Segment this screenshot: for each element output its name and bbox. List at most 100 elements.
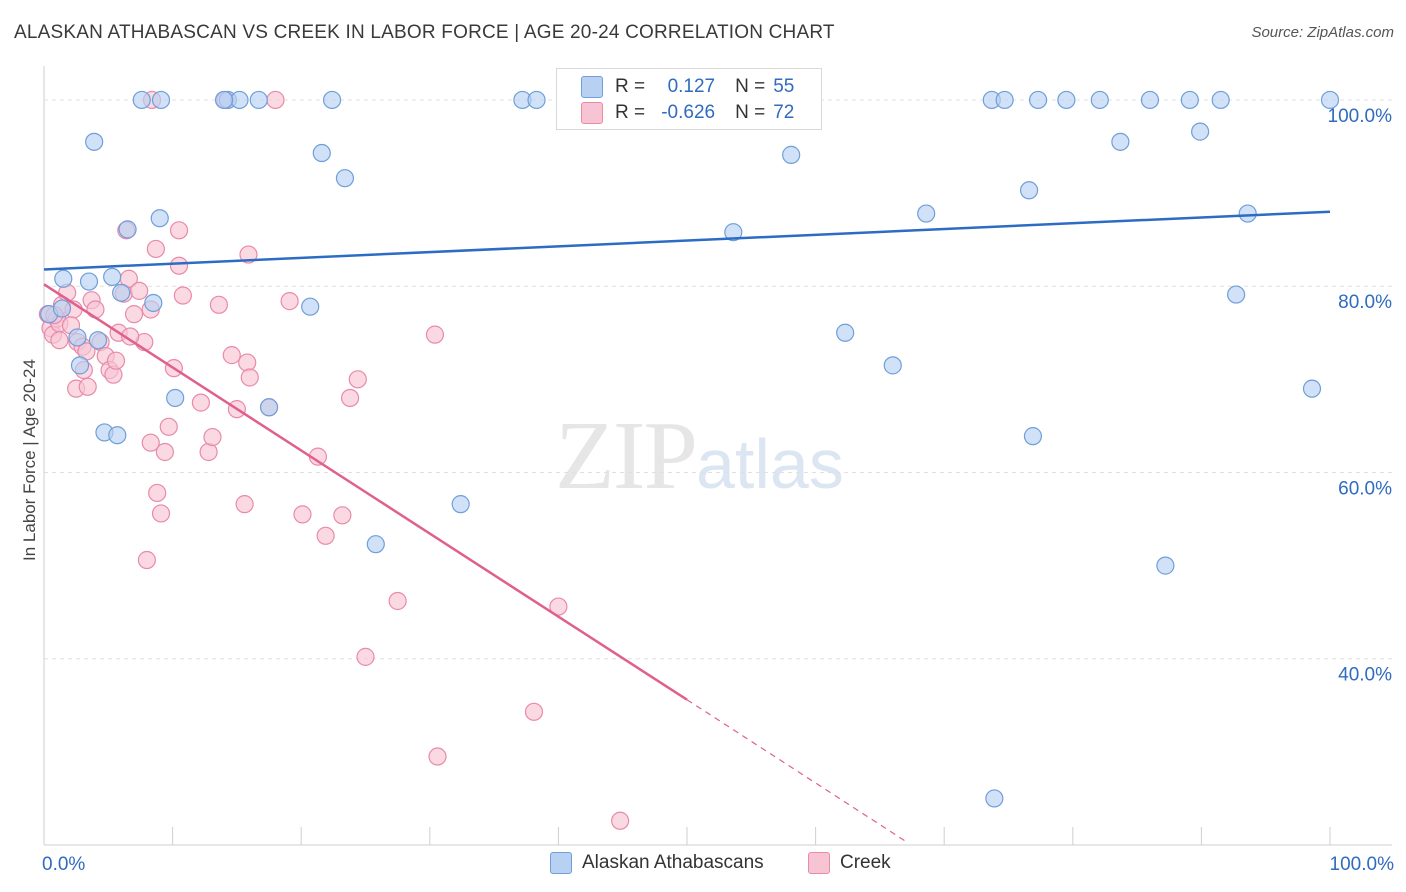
athabascan-point xyxy=(108,426,127,445)
athabascan-point xyxy=(366,535,385,554)
creek-point xyxy=(203,427,222,447)
athabascan-point xyxy=(1320,90,1340,110)
athabascan-point xyxy=(68,328,87,347)
athabascan-point xyxy=(1238,204,1257,223)
watermark-zip: ZIP xyxy=(555,402,698,510)
creek-point xyxy=(141,433,160,452)
creek-point xyxy=(124,305,144,324)
legend-label-athabascans: Alaskan Athabascans xyxy=(582,852,764,873)
legend-item-athabascans[interactable]: Alaskan Athabascans xyxy=(550,852,764,874)
creek-trend-line xyxy=(43,283,688,701)
creek-point xyxy=(238,353,257,372)
creek-point xyxy=(151,504,171,523)
chart-title: ALASKAN ATHABASCAN VS CREEK IN LABOR FOR… xyxy=(14,22,835,43)
creek-point xyxy=(388,591,407,611)
athabascan-point xyxy=(1227,285,1246,304)
athabascan-point xyxy=(88,331,108,350)
stats-n-label: N = xyxy=(735,76,766,97)
zipatlas-watermark: ZIPatlas xyxy=(555,400,844,512)
creek-point xyxy=(293,505,312,524)
creek-point xyxy=(169,256,189,275)
y-tick-label: 40.0% xyxy=(1338,665,1392,686)
creek-point xyxy=(316,526,335,545)
athabascan-point xyxy=(214,90,234,110)
creek-point xyxy=(239,245,258,264)
athabascan-point xyxy=(1057,90,1076,110)
athabascan-point xyxy=(1140,90,1160,110)
athabascan-point xyxy=(166,388,185,408)
creek-point xyxy=(549,597,568,616)
stats-row-athabascans: R = 0.127 N = 55 xyxy=(581,76,794,98)
creek-point xyxy=(209,295,228,314)
creek-point xyxy=(159,417,178,436)
creek-point xyxy=(121,327,140,346)
y-tick-label: 80.0% xyxy=(1338,292,1392,313)
athabascan-point xyxy=(451,495,470,514)
stats-swatch-pink xyxy=(581,102,603,124)
athabascan-point xyxy=(151,90,171,110)
stats-n-label: N = xyxy=(735,102,766,123)
legend-item-creek[interactable]: Creek xyxy=(808,852,891,874)
athabascan-point xyxy=(150,209,169,228)
athabascan-point xyxy=(85,132,104,151)
athabascan-trend-line xyxy=(43,210,1331,271)
athabascan-point xyxy=(883,356,902,375)
creek-point xyxy=(173,286,192,305)
athabascan-point xyxy=(836,323,855,342)
athabascan-point xyxy=(259,398,279,417)
athabascan-point xyxy=(782,145,801,164)
stats-row-creek: R = -0.626 N = 72 xyxy=(581,102,794,124)
athabascan-point xyxy=(118,220,137,239)
athabascan-point xyxy=(1156,556,1175,575)
stats-swatch-blue xyxy=(581,76,603,98)
stats-r-value: -0.626 xyxy=(661,102,716,123)
creek-point xyxy=(148,483,167,503)
athabascan-point xyxy=(52,299,72,318)
athabascan-point xyxy=(112,283,131,302)
creek-point xyxy=(106,351,126,370)
legend-swatch-blue xyxy=(550,852,572,874)
creek-point xyxy=(137,550,156,570)
y-tick-label: 60.0% xyxy=(1338,478,1392,499)
stats-box: R = 0.127 N = 55 R = -0.626 N = 72 xyxy=(556,68,822,130)
creek-point xyxy=(240,368,259,387)
athabascan-point xyxy=(1028,90,1048,110)
creek-point xyxy=(78,377,97,396)
source-label: Source: ZipAtlas.com xyxy=(1251,24,1394,41)
athabascan-point xyxy=(132,90,151,110)
legend-label-creek: Creek xyxy=(840,852,891,873)
athabascan-point xyxy=(335,169,355,188)
athabascan-point xyxy=(249,90,268,110)
athabascan-point xyxy=(917,204,936,223)
x-tick-label: 100.0% xyxy=(1330,854,1395,875)
athabascan-point xyxy=(985,789,1004,808)
stats-n-value: 72 xyxy=(773,102,795,123)
creek-point xyxy=(222,346,241,365)
creek-trend-extension xyxy=(686,699,906,842)
athabascan-point xyxy=(54,269,73,288)
creek-point xyxy=(155,442,174,462)
legend-swatch-pink xyxy=(808,852,830,874)
creek-point xyxy=(280,292,299,311)
athabascan-point xyxy=(1019,181,1039,200)
athabascan-point xyxy=(527,90,546,110)
creek-point xyxy=(86,300,105,319)
athabascan-point xyxy=(1191,122,1210,141)
athabascan-point xyxy=(322,90,342,110)
creek-point xyxy=(524,702,544,721)
athabascan-point xyxy=(79,272,99,291)
stats-n-value: 55 xyxy=(773,76,795,97)
athabascan-point xyxy=(301,297,320,316)
athabascan-point xyxy=(1302,379,1322,398)
athabascan-point xyxy=(724,223,743,242)
stats-r-label: R = xyxy=(615,76,646,97)
athabascan-point xyxy=(144,293,163,313)
athabascan-point xyxy=(103,267,122,286)
stats-r-value: 0.127 xyxy=(667,76,716,97)
creek-point xyxy=(146,239,165,259)
y-tick-label: 100.0% xyxy=(1328,106,1393,127)
creek-point xyxy=(428,747,447,766)
creek-point xyxy=(169,221,189,240)
watermark-atlas: atlas xyxy=(696,425,844,503)
x-tick-label: 0.0% xyxy=(42,854,85,875)
